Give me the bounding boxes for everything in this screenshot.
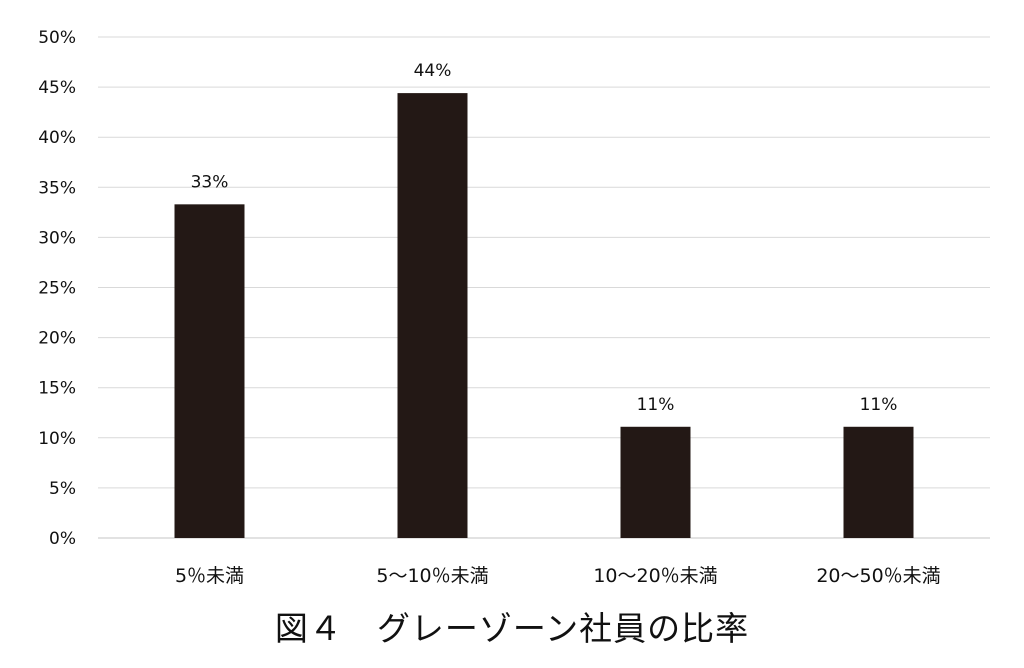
data-labels: 33% 44% 11% 11%: [191, 61, 898, 415]
y-tick-label: 0%: [49, 529, 76, 549]
y-tick-label: 20%: [38, 329, 76, 349]
x-axis: 5％未満 5〜10％未満 10〜20％未満 20〜50％未満: [175, 565, 941, 587]
bar: [397, 93, 468, 538]
bar: [843, 426, 914, 538]
data-label: 11%: [637, 395, 675, 415]
y-tick-label: 50%: [38, 28, 76, 48]
y-tick-label: 40%: [38, 128, 76, 148]
data-label: 33%: [191, 172, 229, 192]
x-tick-label: 20〜50％未満: [816, 565, 940, 587]
y-tick-label: 25%: [38, 279, 76, 299]
x-tick-label: 5％未満: [175, 565, 244, 587]
x-tick-label: 10〜20％未満: [593, 565, 717, 587]
y-tick-label: 15%: [38, 379, 76, 399]
gridlines: [98, 36, 990, 539]
y-axis: 0% 5% 10% 15% 20% 25% 30% 35% 40% 45% 50%: [38, 28, 76, 549]
y-tick-label: 10%: [38, 429, 76, 449]
data-label: 44%: [414, 61, 452, 81]
x-tick-label: 5〜10％未満: [376, 565, 488, 587]
chart-title: 図４ グレーゾーン社員の比率: [274, 609, 750, 648]
y-tick-label: 35%: [38, 178, 76, 198]
bars: [174, 93, 914, 539]
y-tick-label: 45%: [38, 78, 76, 98]
y-tick-label: 30%: [38, 228, 76, 248]
y-tick-label: 5%: [49, 479, 76, 499]
bar: [174, 204, 245, 539]
bar: [620, 426, 691, 538]
data-label: 11%: [860, 395, 898, 415]
bar-chart: 0% 5% 10% 15% 20% 25% 30% 35% 40% 45% 50% 33% 44% 11…: [38, 28, 990, 587]
